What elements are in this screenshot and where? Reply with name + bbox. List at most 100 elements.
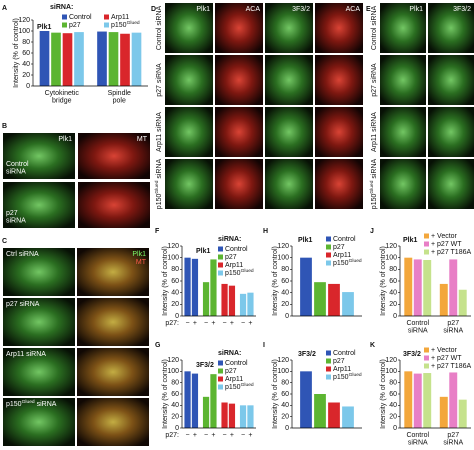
x-axis-label: p27: <box>165 432 179 439</box>
panel-letter: K <box>370 342 375 349</box>
x-tick-label-line: pole <box>113 98 126 105</box>
legend-swatch <box>326 358 331 364</box>
micrograph-signal <box>265 159 313 209</box>
x-tick-label-line: Control <box>406 320 429 327</box>
y-tick-label: 20 <box>171 414 179 421</box>
legend-label: p27 <box>225 254 237 261</box>
y-tick-label: 120 <box>277 357 289 364</box>
x-tick-label-line: Cytokinetic <box>45 90 80 97</box>
x-tick-label-line: siRNA <box>408 328 428 335</box>
y-axis-label: Intensity (% of control) <box>162 246 169 316</box>
micrograph-signal <box>77 398 149 446</box>
x-tick-label: − <box>204 320 208 327</box>
micrograph-signal <box>380 55 426 105</box>
micrograph-signal <box>315 55 363 105</box>
column-label: ACA <box>346 6 361 13</box>
y-tick-label: 40 <box>171 402 179 409</box>
y-tick-label: 120 <box>167 243 179 250</box>
legend-label-part: Glued <box>241 268 254 274</box>
y-tick-label: 60 <box>389 278 397 285</box>
bar <box>342 406 354 428</box>
bar <box>247 292 254 316</box>
row-label-part: Glued <box>154 180 160 193</box>
legend-swatch <box>218 270 223 276</box>
panel-letter: E <box>366 6 371 13</box>
column-label: Plk1 <box>58 136 72 143</box>
y-tick-label: 0 <box>26 83 30 90</box>
micrograph-signal <box>165 3 213 53</box>
micrograph-signal <box>428 3 474 53</box>
y-tick-label: 60 <box>22 50 30 57</box>
bar <box>458 399 467 428</box>
y-axis-label: Intensity (% of control) <box>13 18 20 88</box>
legend-swatch <box>424 249 429 255</box>
row-label: p150Glued siRNA <box>154 158 163 209</box>
bar <box>228 285 236 316</box>
bar <box>202 396 210 428</box>
micrograph-signal <box>380 107 426 157</box>
legend-label: + p27 T186A <box>431 363 471 370</box>
bar <box>97 31 107 86</box>
row-label: p27 siRNA <box>156 63 163 97</box>
legend-swatch <box>218 246 223 252</box>
bar <box>184 257 191 316</box>
chart-title: 3F3/2 <box>403 351 421 358</box>
micrograph-signal <box>215 159 263 209</box>
x-tick-label: + <box>248 432 252 439</box>
micrograph-signal <box>165 159 213 209</box>
y-tick-label: 80 <box>281 380 289 387</box>
chart-title: Plk1 <box>196 248 211 255</box>
column-label: Plk1 <box>132 251 146 258</box>
bar <box>404 257 413 316</box>
y-tick-label: 20 <box>22 72 30 79</box>
legend-swatch <box>104 22 109 28</box>
micrograph-signal <box>215 3 263 53</box>
y-tick-label: 60 <box>281 391 289 398</box>
legend-label: + p27 T186A <box>431 249 471 256</box>
micrograph-signal <box>3 133 75 179</box>
y-tick-label: 100 <box>385 255 397 262</box>
x-tick-label-line: bridge <box>52 98 72 105</box>
legend-label: p27 <box>225 368 237 375</box>
column-label: ACA <box>246 6 261 13</box>
legend-swatch <box>218 360 223 366</box>
legend-label: Control <box>333 350 356 357</box>
column-label: 3F3/2 <box>453 6 471 13</box>
x-tick-label-line: p27 <box>447 320 459 327</box>
y-tick-label: 0 <box>393 313 397 320</box>
column-label: Plk1 <box>409 6 423 13</box>
row-label: p27 siRNA <box>6 301 40 308</box>
bar <box>239 405 247 428</box>
y-tick-label: 0 <box>175 313 179 320</box>
y-tick-label: 60 <box>171 391 179 398</box>
row-label-line: siRNA <box>6 218 26 225</box>
y-tick-label: 100 <box>385 368 397 375</box>
micrograph-signal <box>315 3 363 53</box>
x-tick-label-line: siRNA <box>443 328 463 335</box>
bar <box>314 282 326 316</box>
micrograph-signal <box>3 298 75 346</box>
bar <box>328 402 340 428</box>
bar <box>404 371 413 428</box>
legend-label-part: p150 <box>225 270 241 277</box>
panel-letter: C <box>2 238 7 245</box>
legend-label: p150Glued <box>111 20 140 29</box>
y-tick-label: 60 <box>281 278 289 285</box>
bar <box>300 371 312 428</box>
bar <box>328 283 340 316</box>
micrograph-signal <box>165 55 213 105</box>
y-tick-label: 100 <box>277 368 289 375</box>
row-label: Ctrl siRNA <box>6 251 39 258</box>
row-label: Arp11 siRNA <box>371 112 378 152</box>
x-tick-label: − <box>223 320 227 327</box>
micrograph-signal <box>3 248 75 296</box>
y-tick-label: 40 <box>389 402 397 409</box>
y-tick-label: 20 <box>281 301 289 308</box>
micrograph-signal <box>3 182 75 228</box>
row-label-part: p150 <box>156 194 163 210</box>
bar <box>439 283 448 316</box>
legend-swatch <box>218 262 223 268</box>
row-label: p27 siRNA <box>6 210 26 225</box>
y-tick-label: 60 <box>389 391 397 398</box>
